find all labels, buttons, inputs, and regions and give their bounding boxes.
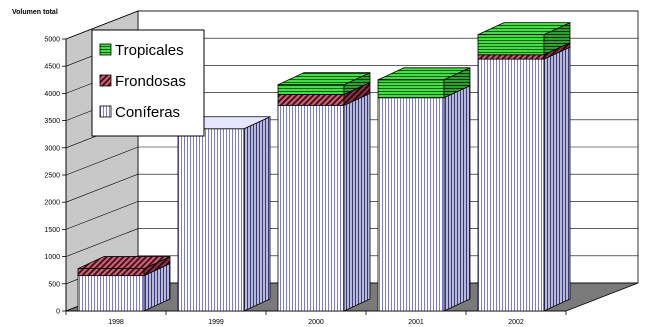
x-tick-label: 2002 — [508, 319, 524, 326]
bar-stack-1998 — [77, 255, 171, 312]
y-tick-label: 4000 — [44, 91, 60, 98]
gridline — [65, 201, 638, 230]
x-tick-label: 1998 — [108, 319, 124, 326]
tropical-bar-front-2002 — [477, 34, 545, 56]
frondosa-bar-front-1998 — [77, 268, 145, 277]
bar-stack-2000 — [277, 72, 371, 312]
gridline — [65, 173, 638, 203]
y-axis: 0 500 1000 1500 2000 2500 3000 3500 4000 4500 5000 — [44, 37, 67, 316]
legend-swatch-frondosa — [99, 74, 112, 87]
y-axis-title: Volumen total — [12, 9, 58, 16]
legend-swatch-conifer — [99, 105, 112, 118]
legend-label-conifer: Coníferas — [115, 104, 180, 121]
frondosa-bar-front-2002 — [477, 54, 545, 60]
y-tick-label: 2500 — [44, 173, 60, 180]
conifer-bar-side-2000 — [343, 92, 371, 312]
y-tick-label: 3500 — [44, 118, 60, 125]
x-tick-label: 2000 — [308, 319, 324, 326]
tropical-bar-top-2002 — [477, 22, 571, 36]
tropical-bar-front-2000 — [277, 84, 345, 95]
y-tick-label: 0 — [56, 309, 60, 316]
bar-stack-2002 — [477, 22, 571, 312]
y-tick-label: 2000 — [44, 200, 60, 207]
conifer-bar-side-2001 — [443, 85, 471, 312]
frondosa-bar-front-2000 — [277, 94, 345, 106]
x-tick-label: 2001 — [408, 319, 424, 326]
tropical-bar-front-2001 — [377, 79, 445, 99]
conifer-bar-side-2002 — [543, 46, 571, 312]
gridline — [65, 10, 638, 40]
y-tick-label: 500 — [48, 281, 60, 288]
y-tick-label: 5000 — [44, 37, 60, 44]
y-tick-label: 4500 — [44, 64, 60, 71]
conifer-bar-front-2001 — [377, 97, 445, 312]
gridline — [65, 228, 638, 257]
x-tick-label: 1999 — [208, 319, 224, 326]
conifer-bar-front-2002 — [477, 58, 545, 312]
bars — [77, 22, 571, 312]
bar-stack-1999 — [177, 116, 271, 312]
tropical-bar-top-2000 — [277, 72, 371, 86]
gridline — [65, 146, 638, 176]
y-tick-label: 1000 — [44, 254, 60, 261]
tropical-bar-top-2001 — [377, 67, 471, 81]
legend-label-tropical: Tropicales — [115, 42, 184, 59]
conifer-bar-front-1999 — [177, 128, 245, 312]
y-tick-label: 3000 — [44, 145, 60, 152]
legend-label-frondosa: Frondosas — [115, 73, 186, 90]
legend: Tropicales Frondosas Coníferas — [91, 29, 205, 137]
conifer-bar-front-2000 — [277, 104, 345, 312]
legend-swatch-tropical — [99, 43, 112, 56]
y-tick-label: 1500 — [44, 227, 60, 234]
conifer-bar-front-1998 — [77, 275, 145, 312]
conifer-bar-side-1999 — [243, 116, 271, 312]
x-axis: 1998 1999 2000 2001 2002 — [65, 310, 567, 326]
frondosa-bar-top-1998 — [77, 256, 171, 269]
bar-stack-2001 — [377, 67, 471, 312]
